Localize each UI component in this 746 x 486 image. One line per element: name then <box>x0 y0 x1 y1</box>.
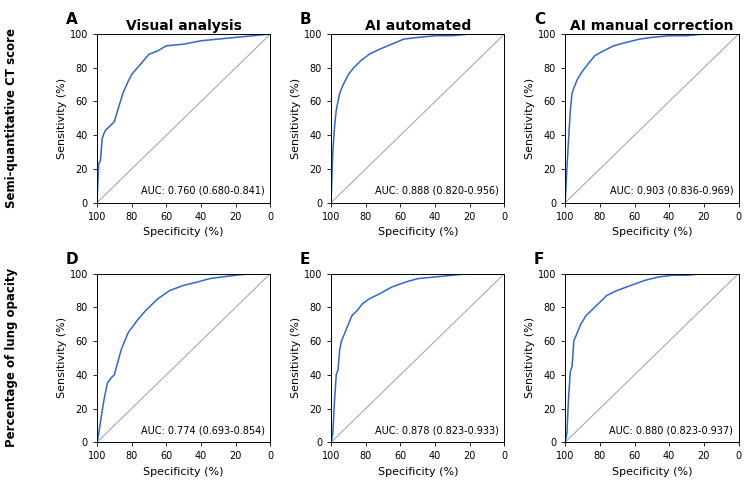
Title: AI manual correction: AI manual correction <box>570 19 733 33</box>
Text: AUC: 0.880 (0.823-0.937): AUC: 0.880 (0.823-0.937) <box>609 426 733 435</box>
X-axis label: Specificity (%): Specificity (%) <box>377 227 458 237</box>
Text: E: E <box>300 252 310 267</box>
Text: AUC: 0.760 (0.680-0.841): AUC: 0.760 (0.680-0.841) <box>142 186 265 196</box>
Text: F: F <box>534 252 545 267</box>
Y-axis label: Sensitivity (%): Sensitivity (%) <box>57 317 67 399</box>
Text: AUC: 0.888 (0.820-0.956): AUC: 0.888 (0.820-0.956) <box>375 186 499 196</box>
Text: D: D <box>66 252 78 267</box>
Text: AUC: 0.878 (0.823-0.933): AUC: 0.878 (0.823-0.933) <box>375 426 499 435</box>
Text: Semi-quantitative CT score: Semi-quantitative CT score <box>4 28 18 208</box>
Title: Visual analysis: Visual analysis <box>126 19 242 33</box>
X-axis label: Specificity (%): Specificity (%) <box>377 467 458 477</box>
X-axis label: Specificity (%): Specificity (%) <box>143 227 224 237</box>
Text: AUC: 0.774 (0.693-0.854): AUC: 0.774 (0.693-0.854) <box>141 426 265 435</box>
Y-axis label: Sensitivity (%): Sensitivity (%) <box>525 317 535 399</box>
Y-axis label: Sensitivity (%): Sensitivity (%) <box>291 317 301 399</box>
Y-axis label: Sensitivity (%): Sensitivity (%) <box>291 78 301 159</box>
X-axis label: Specificity (%): Specificity (%) <box>612 227 692 237</box>
Text: C: C <box>534 12 545 27</box>
X-axis label: Specificity (%): Specificity (%) <box>143 467 224 477</box>
Text: AUC: 0.903 (0.836-0.969): AUC: 0.903 (0.836-0.969) <box>609 186 733 196</box>
X-axis label: Specificity (%): Specificity (%) <box>612 467 692 477</box>
Text: B: B <box>300 12 312 27</box>
Text: A: A <box>66 12 78 27</box>
Text: Percentage of lung opacity: Percentage of lung opacity <box>4 268 18 448</box>
Title: AI automated: AI automated <box>365 19 471 33</box>
Y-axis label: Sensitivity (%): Sensitivity (%) <box>525 78 535 159</box>
Y-axis label: Sensitivity (%): Sensitivity (%) <box>57 78 67 159</box>
